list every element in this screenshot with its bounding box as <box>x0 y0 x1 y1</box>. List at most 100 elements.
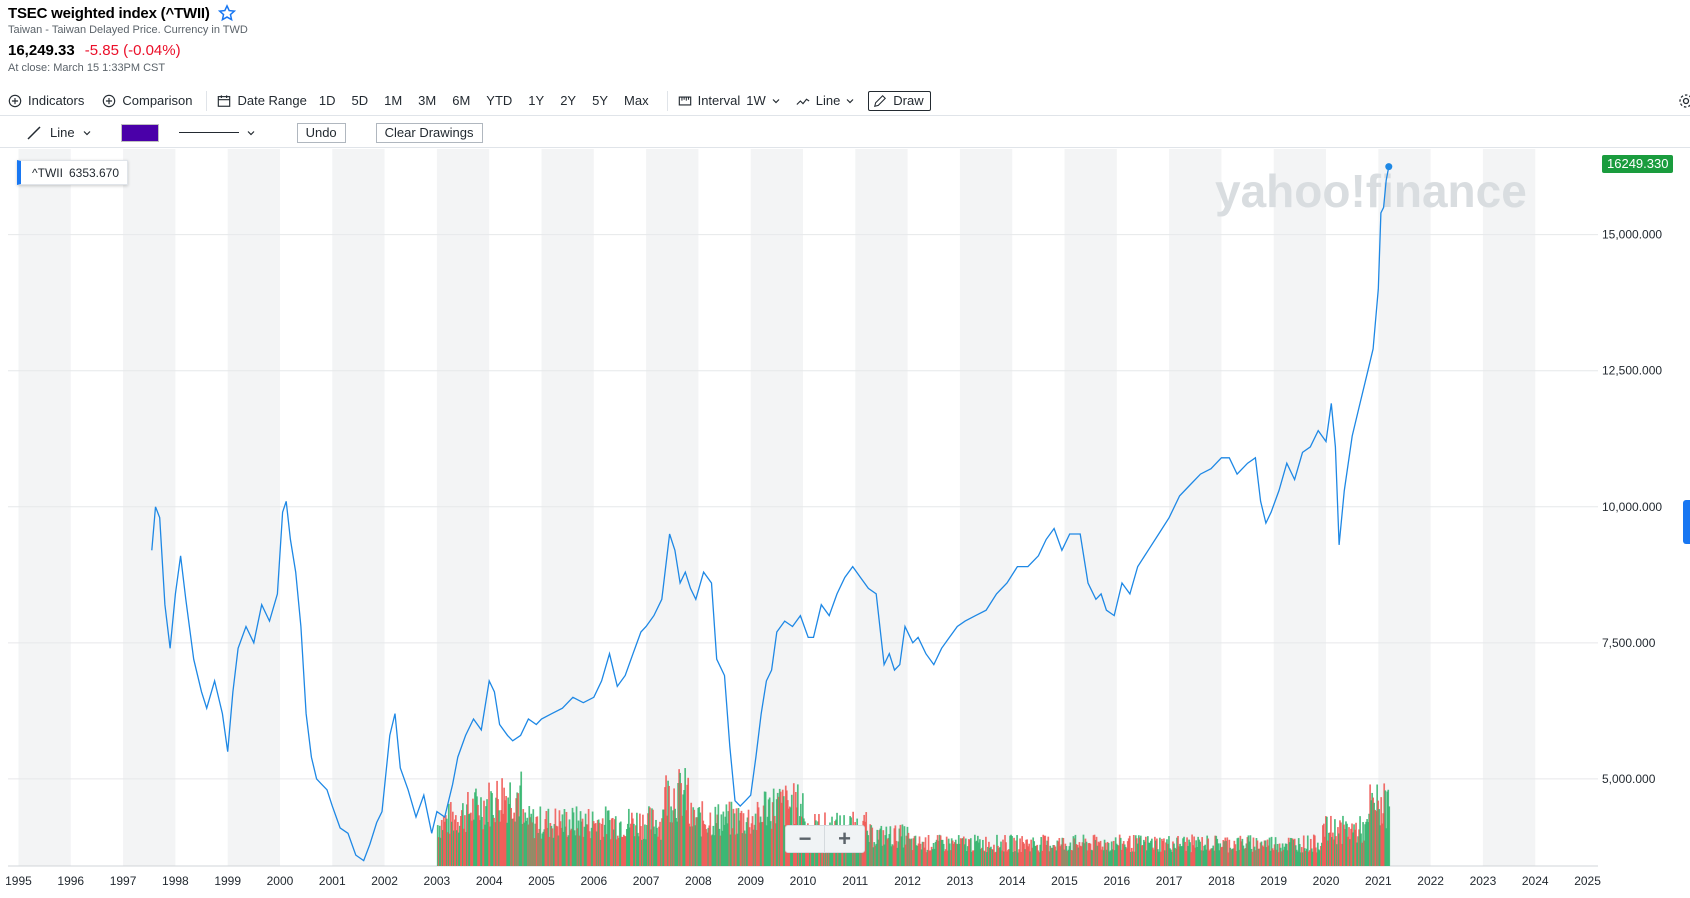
volume-bar <box>1386 791 1389 866</box>
range-6m-button[interactable]: 6M <box>452 93 471 108</box>
volume-bar <box>735 808 738 866</box>
volume-bar <box>1180 846 1182 866</box>
volume-bar <box>533 838 536 866</box>
volume-bar <box>1134 835 1137 866</box>
volume-bar <box>1159 837 1161 866</box>
volume-bar <box>751 816 754 866</box>
volume-bar <box>594 823 597 866</box>
volume-bar <box>759 816 762 866</box>
volume-bar <box>979 839 981 866</box>
y-tick-label: 12,500.000 <box>1602 364 1662 378</box>
volume-bar <box>912 838 915 866</box>
star-icon[interactable] <box>217 4 236 22</box>
volume-bar <box>437 837 440 866</box>
range-1m-button[interactable]: 1M <box>384 93 403 108</box>
volume-bar <box>1381 823 1384 866</box>
volume-bar <box>1232 848 1235 866</box>
gear-icon[interactable] <box>1678 93 1690 109</box>
range-1y-button[interactable]: 1Y <box>528 93 545 108</box>
range-5y-button[interactable]: 5Y <box>592 93 609 108</box>
indicators-button[interactable]: Indicators <box>8 89 84 113</box>
volume-bar <box>1254 850 1257 866</box>
range-3m-button[interactable]: 3M <box>418 93 437 108</box>
clear-drawings-button[interactable]: Clear Drawings <box>375 122 483 143</box>
volume-bar <box>1117 845 1120 866</box>
volume-bar <box>890 846 893 866</box>
volume-bar <box>444 815 447 866</box>
volume-bar <box>1327 840 1329 866</box>
range-2y-button[interactable]: 2Y <box>560 93 577 108</box>
volume-bar <box>582 836 585 866</box>
volume-bar <box>458 832 460 866</box>
volume-bar <box>1198 839 1200 866</box>
volume-bar <box>1298 844 1301 866</box>
chart-area[interactable]: yahoo!finance 5,000.000 7,500.000 10,000.0… <box>0 149 1690 898</box>
price-line[interactable] <box>151 166 1390 862</box>
volume-bar <box>1369 784 1371 866</box>
x-tick-label: 2003 <box>424 874 451 888</box>
volume-bar <box>1126 841 1129 866</box>
volume-bar <box>643 838 645 866</box>
volume-bar <box>1379 825 1382 866</box>
side-panel-tab[interactable] <box>1683 500 1690 544</box>
volume-bar <box>664 787 666 866</box>
volume-bar <box>1360 833 1362 866</box>
volume-bar <box>1172 841 1174 866</box>
volume-bar <box>1166 839 1168 866</box>
comparison-button[interactable]: Comparison <box>102 89 192 113</box>
volume-bar <box>503 787 505 866</box>
volume-bar <box>932 843 935 866</box>
interval-selector[interactable]: Interval 1W <box>678 89 780 113</box>
volume-bar <box>1086 850 1089 866</box>
price-chart[interactable]: yahoo!finance 5,000.000 7,500.000 10,000.0… <box>0 149 1690 898</box>
range-max-button[interactable]: Max <box>624 93 649 108</box>
volume-bar <box>866 830 869 866</box>
volume-bar <box>1222 840 1225 866</box>
volume-bar <box>1343 824 1345 866</box>
volume-bar <box>1354 829 1356 866</box>
volume-bar <box>1107 843 1110 866</box>
volume-bar <box>658 826 660 866</box>
range-5d-button[interactable]: 5D <box>351 93 369 108</box>
volume-bar <box>1140 845 1143 866</box>
volume-bar <box>1370 800 1372 866</box>
volume-bar <box>742 813 745 866</box>
chart-type-selector[interactable]: Line <box>796 89 855 113</box>
divider <box>666 90 668 111</box>
volume-bar <box>776 792 779 866</box>
volume-bar <box>1157 849 1159 866</box>
volume-bar <box>1271 848 1274 866</box>
volume-bar <box>596 820 599 866</box>
volume-bar <box>523 822 526 866</box>
volume-bar <box>1230 849 1233 866</box>
volume-bar <box>1188 839 1190 866</box>
color-picker[interactable] <box>120 123 159 142</box>
volume-bar <box>1139 835 1142 866</box>
volume-bar <box>1045 844 1048 866</box>
volume-bar <box>924 837 927 866</box>
volume-bar <box>766 816 769 866</box>
volume-bar <box>1150 840 1152 866</box>
date-range-button[interactable]: Date Range <box>217 89 307 113</box>
volume-bar <box>1311 851 1314 866</box>
volume-bar <box>500 810 502 866</box>
draw-button[interactable]: Draw <box>868 90 931 111</box>
zoom-in-button[interactable]: + <box>838 826 851 851</box>
volume-bar <box>465 831 467 866</box>
volume-bar <box>482 829 484 866</box>
zoom-out-button[interactable]: − <box>786 826 826 852</box>
volume-bar <box>885 826 888 866</box>
range-ytd-button[interactable]: YTD <box>486 93 513 108</box>
volume-bar <box>902 847 905 866</box>
undo-button[interactable]: Undo <box>296 122 346 143</box>
volume-bar <box>971 850 974 866</box>
line-tool-label: Line <box>50 125 75 140</box>
volume-bar <box>1261 845 1264 866</box>
volume-bar <box>1207 838 1210 866</box>
line-tool-selector[interactable]: Line <box>26 125 91 141</box>
range-1d-button[interactable]: 1D <box>318 93 336 108</box>
stroke-style-selector[interactable] <box>178 129 255 137</box>
volume-bar <box>743 830 746 866</box>
volume-bar <box>997 845 999 866</box>
volume-bar <box>697 807 700 866</box>
